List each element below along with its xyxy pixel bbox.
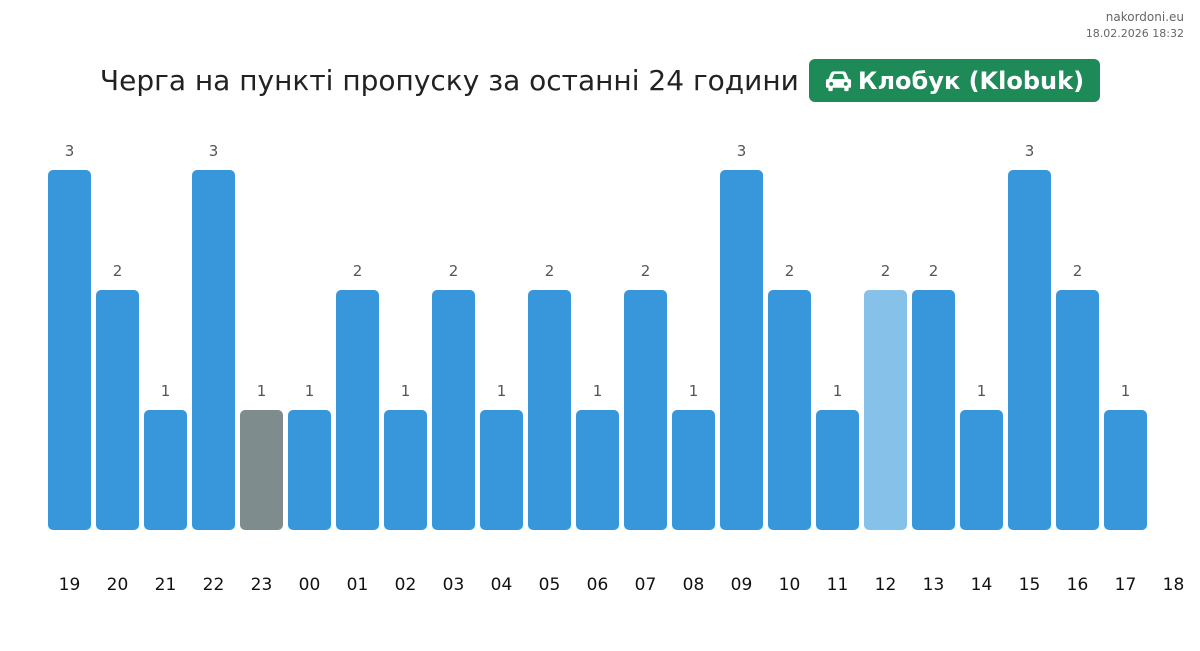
checkpoint-name: Клобук (Klobuk): [857, 66, 1085, 95]
x-tick-04: 04: [491, 575, 513, 595]
bar-02: [384, 410, 427, 530]
bar-03: [432, 290, 475, 530]
bar-07: [624, 290, 667, 530]
x-tick-20: 20: [107, 575, 129, 595]
x-tick-21: 21: [155, 575, 177, 595]
bar-05: [528, 290, 571, 530]
x-tick-00: 00: [299, 575, 321, 595]
bar-20: [96, 290, 139, 530]
bar-12: [864, 290, 907, 530]
x-tick-01: 01: [347, 575, 369, 595]
bar-23: [240, 410, 283, 530]
title-row: Черга на пункті пропуску за останні 24 г…: [0, 59, 1200, 102]
bar-13: [912, 290, 955, 530]
bar-11: [816, 410, 859, 530]
data-label-20: 2: [113, 262, 123, 280]
bar-10: [768, 290, 811, 530]
data-label-05: 2: [545, 262, 555, 280]
data-label-00: 1: [305, 382, 315, 400]
x-tick-12: 12: [875, 575, 897, 595]
bar-00: [288, 410, 331, 530]
x-tick-07: 07: [635, 575, 657, 595]
bar-01: [336, 290, 379, 530]
x-tick-18: 18: [1163, 575, 1185, 595]
checkpoint-badge: Клобук (Klobuk): [808, 59, 1101, 102]
site-name: nakordoni.eu: [1105, 10, 1184, 24]
data-label-16: 2: [1073, 262, 1083, 280]
x-tick-11: 11: [827, 575, 849, 595]
x-tick-10: 10: [779, 575, 801, 595]
data-label-14: 1: [977, 382, 987, 400]
bar-22: [192, 170, 235, 530]
x-tick-22: 22: [203, 575, 225, 595]
bar-08: [672, 410, 715, 530]
x-tick-17: 17: [1115, 575, 1137, 595]
x-tick-13: 13: [923, 575, 945, 595]
x-tick-03: 03: [443, 575, 465, 595]
car-icon: [825, 70, 851, 91]
data-label-13: 2: [929, 262, 939, 280]
bar-21: [144, 410, 187, 530]
data-label-23: 1: [257, 382, 267, 400]
x-tick-14: 14: [971, 575, 993, 595]
x-tick-05: 05: [539, 575, 561, 595]
data-label-04: 1: [497, 382, 507, 400]
chart-title: Черга на пункті пропуску за останні 24 г…: [99, 64, 799, 97]
data-label-21: 1: [161, 382, 171, 400]
data-label-06: 1: [593, 382, 603, 400]
x-tick-19: 19: [59, 575, 81, 595]
data-label-12: 2: [881, 262, 891, 280]
bar-14: [960, 410, 1003, 530]
data-label-02: 1: [401, 382, 411, 400]
x-tick-23: 23: [251, 575, 273, 595]
data-label-17: 1: [1121, 382, 1131, 400]
x-tick-08: 08: [683, 575, 705, 595]
x-tick-16: 16: [1067, 575, 1089, 595]
data-label-15: 3: [1025, 142, 1035, 160]
data-label-03: 2: [449, 262, 459, 280]
data-label-10: 2: [785, 262, 795, 280]
bar-16: [1056, 290, 1099, 530]
bar-15: [1008, 170, 1051, 530]
bar-04: [480, 410, 523, 530]
x-tick-02: 02: [395, 575, 417, 595]
data-label-07: 2: [641, 262, 651, 280]
bar-17: [1104, 410, 1147, 530]
x-tick-09: 09: [731, 575, 753, 595]
bar-19: [48, 170, 91, 530]
timestamp: 18.02.2026 18:32: [1085, 27, 1184, 40]
data-label-11: 1: [833, 382, 843, 400]
x-tick-06: 06: [587, 575, 609, 595]
data-label-19: 3: [65, 142, 75, 160]
bar-06: [576, 410, 619, 530]
bar-09: [720, 170, 763, 530]
x-tick-15: 15: [1019, 575, 1041, 595]
data-label-22: 3: [209, 142, 219, 160]
data-label-01: 2: [353, 262, 363, 280]
data-label-08: 1: [689, 382, 699, 400]
data-label-09: 3: [737, 142, 747, 160]
